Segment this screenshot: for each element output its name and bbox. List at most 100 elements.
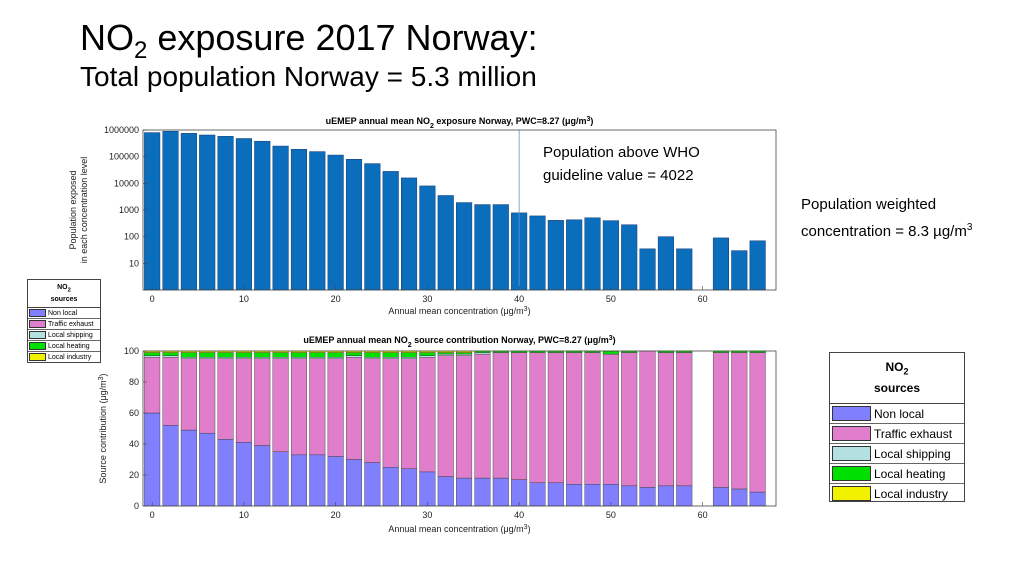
stacked-segment xyxy=(492,477,509,507)
stacked-segment xyxy=(217,352,234,358)
x-tick-label: 0 xyxy=(150,294,155,304)
stacked-segment xyxy=(272,358,289,452)
y-axis-label: Population exposed xyxy=(68,170,78,249)
bar xyxy=(602,220,619,291)
bar xyxy=(327,154,344,291)
legend-swatch xyxy=(29,309,46,318)
x-tick-label: 60 xyxy=(698,294,708,304)
stacked-segment xyxy=(456,353,473,356)
stacked-segment xyxy=(547,352,564,483)
legend-small-item: Local shipping xyxy=(28,330,100,342)
stacked-segment xyxy=(401,352,418,358)
legend-large-item: Local shipping xyxy=(830,444,964,465)
pwc-note: Population weighted concentration = 8.3 … xyxy=(801,196,973,240)
stacked-segment xyxy=(180,429,197,507)
stacked-segment xyxy=(254,358,271,446)
bar xyxy=(712,237,730,291)
bar xyxy=(657,236,674,291)
legend-swatch xyxy=(832,486,871,502)
stacked-segment xyxy=(364,462,381,507)
legend-swatch xyxy=(832,446,871,462)
stacked-segment xyxy=(511,352,528,480)
stacked-segment xyxy=(346,355,362,358)
stacked-segment xyxy=(327,358,344,457)
stacked-segment xyxy=(364,352,381,358)
stacked-segment xyxy=(712,352,729,488)
slide-subtitle: Total population Norway = 5.3 million xyxy=(80,61,537,92)
stacked-segment xyxy=(639,487,656,507)
legend-swatch xyxy=(832,406,871,422)
stacked-segment xyxy=(162,425,179,507)
bar xyxy=(437,195,454,291)
stacked-segment xyxy=(419,471,436,507)
stacked-segment xyxy=(584,352,601,485)
stacked-segment xyxy=(529,482,546,507)
stacked-segment xyxy=(180,357,197,359)
x-tick-label: 40 xyxy=(514,294,524,304)
stacked-segment xyxy=(731,352,748,490)
stacked-segment xyxy=(456,355,473,479)
bar xyxy=(272,145,289,291)
stacked-segment xyxy=(290,357,307,359)
bar xyxy=(199,134,216,291)
stacked-segment xyxy=(309,357,326,359)
stacked-segment xyxy=(144,357,161,414)
stacked-segment xyxy=(437,355,454,477)
chart-title: uEMEP annual mean NO2 source contributio… xyxy=(303,335,615,349)
bar xyxy=(290,148,308,291)
stacked-segment xyxy=(162,352,179,356)
y-tick-label: 100 xyxy=(124,232,139,242)
bar xyxy=(382,171,399,291)
stacked-segment xyxy=(419,355,436,358)
stacked-segment xyxy=(217,358,234,440)
stacked-segment xyxy=(749,491,766,507)
x-tick-label: 0 xyxy=(150,510,155,520)
legend-small-item: Local heating xyxy=(28,341,100,353)
stacked-segment xyxy=(419,357,436,473)
stacked-segment xyxy=(584,484,601,507)
legend-large-title: NO2 xyxy=(885,360,909,377)
stacked-segment xyxy=(382,357,399,359)
bar xyxy=(566,219,583,291)
stacked-segment xyxy=(180,352,197,358)
bar xyxy=(529,215,546,291)
stacked-segment xyxy=(254,445,271,507)
stacked-segment xyxy=(529,352,546,483)
stacked-segment xyxy=(346,352,362,356)
stacked-segment xyxy=(437,476,454,507)
bar xyxy=(217,136,234,291)
stacked-segment xyxy=(199,352,216,358)
bar xyxy=(419,185,436,291)
stacked-segment xyxy=(602,353,619,485)
bar xyxy=(676,248,693,291)
legend-swatch xyxy=(832,466,871,482)
source-contribution-chart: 0 10 20 30 40 50 60 0 20 40 60 80 100 uEMEP annual me… xyxy=(98,335,777,534)
legend-small-item: Local industry xyxy=(28,352,100,362)
y-tick-label: 60 xyxy=(129,408,139,418)
bar xyxy=(731,250,748,291)
legend-small-subtitle: sources xyxy=(50,296,78,304)
stacked-segment xyxy=(749,352,766,493)
stacked-segment xyxy=(144,412,161,507)
stacked-segment xyxy=(199,358,216,434)
stacked-segment xyxy=(676,352,693,487)
bar xyxy=(621,224,638,291)
bar xyxy=(400,177,418,291)
stacked-segment xyxy=(364,357,381,359)
stacked-segment xyxy=(566,484,583,507)
stacked-segment xyxy=(657,352,674,487)
stacked-segment xyxy=(272,352,289,358)
stacked-segment xyxy=(437,352,454,355)
stacked-segment xyxy=(657,485,674,507)
y-tick-label: 10000 xyxy=(114,178,139,188)
bar xyxy=(254,140,271,291)
y-tick-label: 0 xyxy=(134,501,139,511)
axes-box xyxy=(142,350,777,507)
bar xyxy=(144,132,161,291)
stacked-segment xyxy=(290,352,307,358)
stacked-segment xyxy=(144,355,161,358)
stacked-segment xyxy=(254,352,271,358)
stacked-segment xyxy=(474,477,491,507)
x-tick-label: 10 xyxy=(239,294,249,304)
